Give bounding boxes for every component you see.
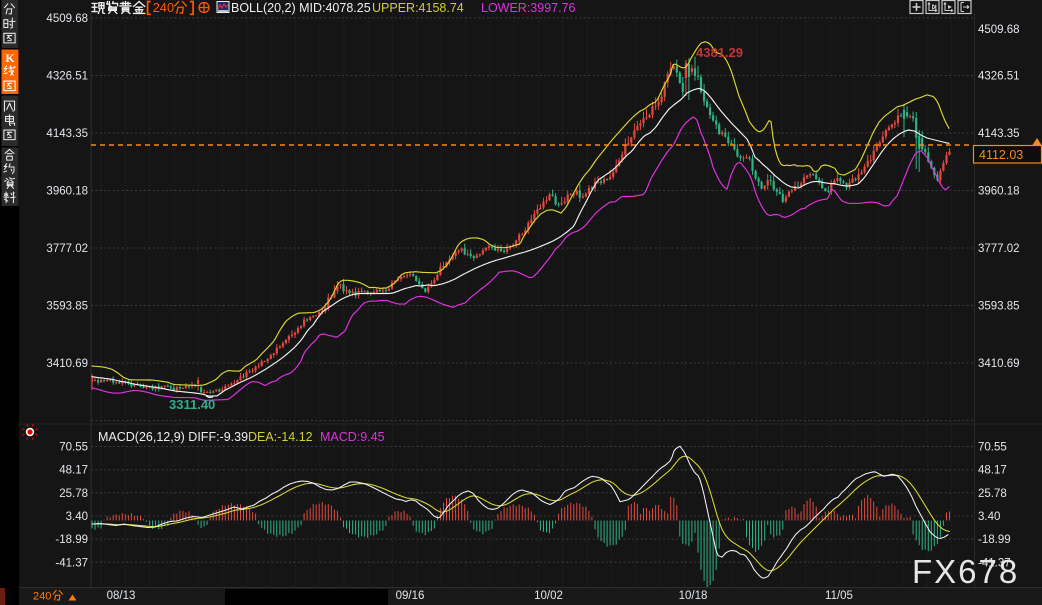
svg-text:4509.68: 4509.68 (978, 24, 1020, 36)
svg-text:4326.51: 4326.51 (978, 71, 1020, 83)
svg-text:BOLL(20,2) MID:4078.25: BOLL(20,2) MID:4078.25 (231, 1, 371, 15)
svg-text:0: 0 (45, 591, 51, 603)
svg-text:08/13: 08/13 (107, 590, 136, 602)
svg-text:3410.69: 3410.69 (46, 358, 88, 370)
svg-text:70.55: 70.55 (978, 442, 1007, 454)
svg-text:48.17: 48.17 (59, 465, 88, 477)
svg-text:09/16: 09/16 (396, 590, 425, 602)
svg-text:FX678: FX678 (912, 553, 1019, 590)
svg-text:3.40: 3.40 (978, 511, 1000, 523)
svg-text:48.17: 48.17 (978, 465, 1007, 477)
svg-text:25.78: 25.78 (978, 488, 1007, 500)
svg-text:2: 2 (33, 591, 39, 603)
svg-text:11/05: 11/05 (825, 590, 853, 602)
svg-text:3311.40: 3311.40 (169, 397, 215, 412)
svg-text:MACD:9.45: MACD:9.45 (320, 430, 385, 444)
svg-text:-41.37: -41.37 (55, 557, 88, 569)
svg-text:4381.29: 4381.29 (696, 45, 743, 60)
svg-text:4: 4 (160, 0, 167, 15)
svg-text:70.55: 70.55 (59, 442, 88, 454)
svg-text:4326.51: 4326.51 (46, 71, 88, 83)
svg-text:0: 0 (167, 0, 174, 15)
svg-text:10/02: 10/02 (534, 590, 563, 602)
svg-text:3.40: 3.40 (66, 511, 88, 523)
svg-text:4143.35: 4143.35 (46, 128, 88, 140)
svg-text:2: 2 (153, 0, 160, 15)
svg-text:4143.35: 4143.35 (978, 128, 1020, 140)
svg-text:3777.02: 3777.02 (46, 243, 88, 255)
svg-text:25.78: 25.78 (59, 488, 88, 500)
svg-text:3777.02: 3777.02 (978, 243, 1020, 255)
svg-text:K: K (5, 51, 15, 65)
svg-text:UPPER:4158.74: UPPER:4158.74 (372, 1, 464, 15)
svg-text:LOWER:3997.76: LOWER:3997.76 (481, 1, 576, 15)
svg-text:10/18: 10/18 (679, 590, 708, 602)
svg-text:3960.18: 3960.18 (46, 186, 88, 198)
svg-text:DEA:-14.12: DEA:-14.12 (248, 430, 313, 444)
svg-text:MACD(26,12,9) DIFF:-9.39: MACD(26,12,9) DIFF:-9.39 (98, 430, 248, 444)
svg-text:3410.69: 3410.69 (978, 358, 1020, 370)
svg-text:3960.18: 3960.18 (978, 186, 1020, 198)
svg-text:4509.68: 4509.68 (46, 13, 88, 25)
svg-text:-18.99: -18.99 (55, 534, 88, 546)
svg-text:-41.37: -41.37 (978, 557, 1011, 569)
svg-text:4: 4 (39, 591, 45, 603)
svg-text:4112.03: 4112.03 (979, 148, 1023, 162)
svg-text:-18.99: -18.99 (978, 534, 1011, 546)
svg-text:3593.85: 3593.85 (46, 301, 88, 313)
svg-text:3593.85: 3593.85 (978, 301, 1020, 313)
